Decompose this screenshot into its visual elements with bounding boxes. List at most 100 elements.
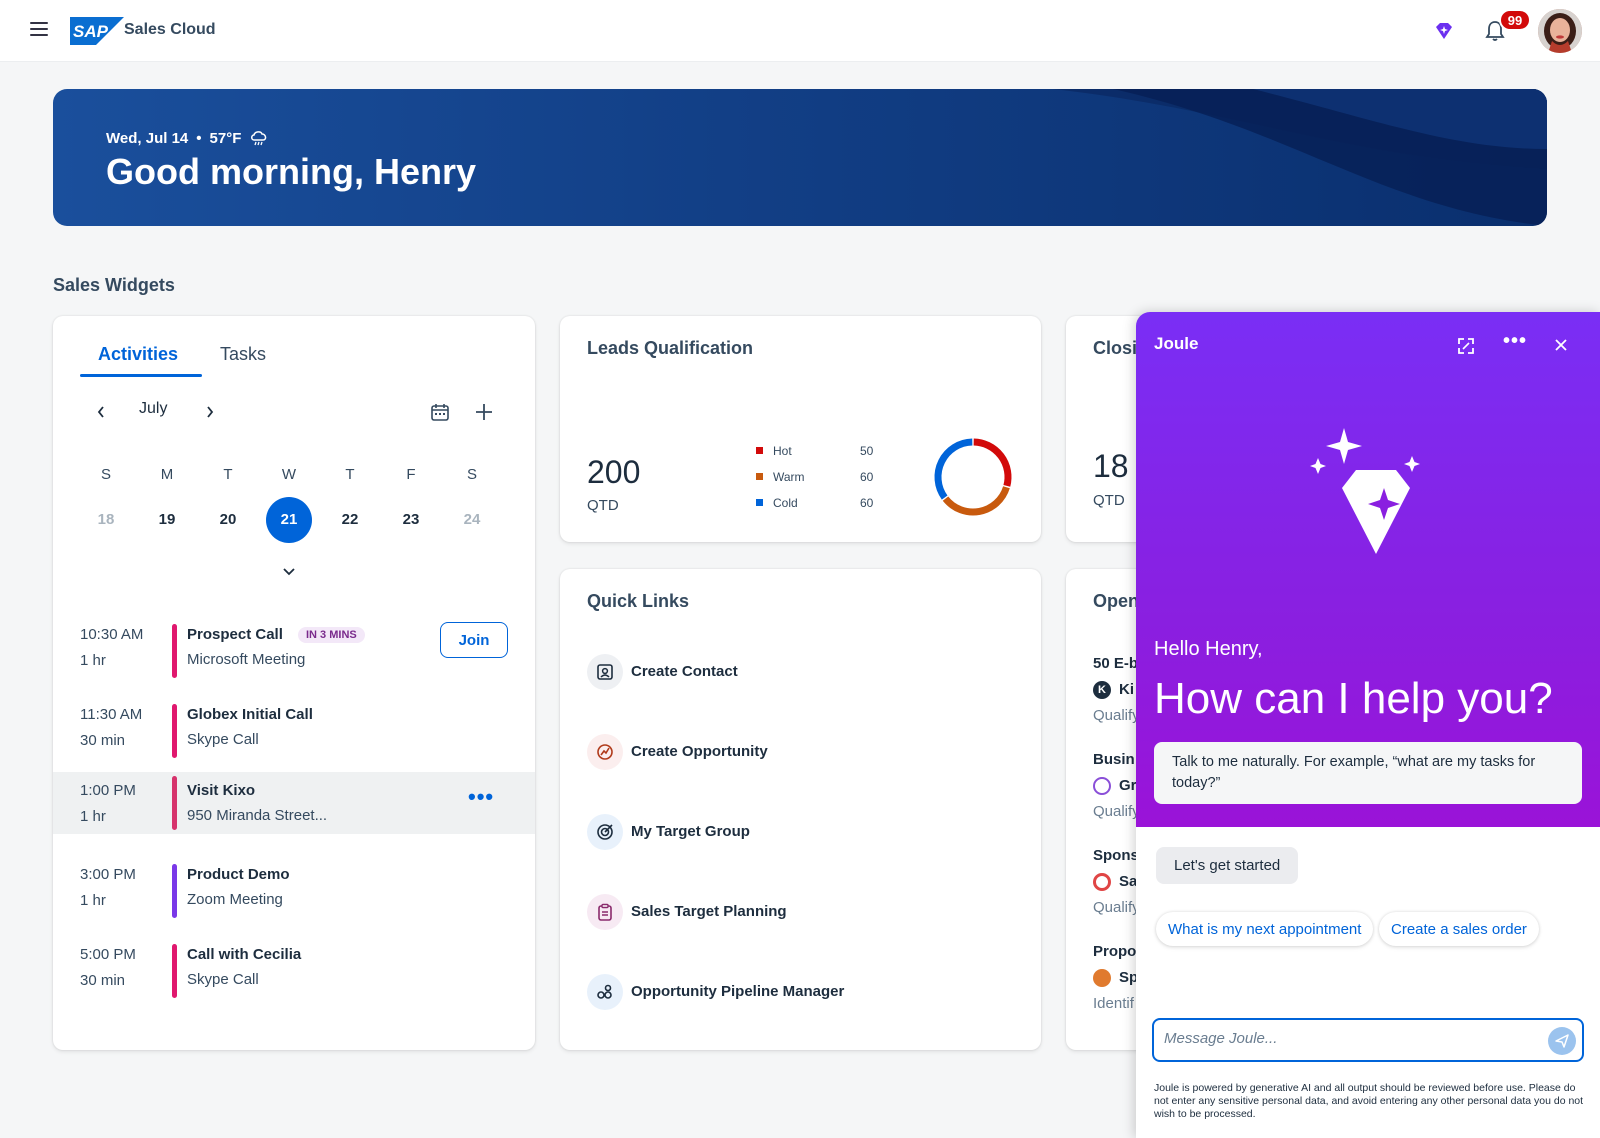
banner-waves-decoration [1053,89,1547,226]
month-label: July [139,400,168,417]
activity-title: Prospect Call [187,626,283,643]
account-name: Sp [1119,969,1139,986]
activity-time: 1:00 PM [80,782,136,799]
quick-link-sales-target-planning[interactable]: Sales Target Planning [587,894,1007,930]
tab-tasks[interactable]: Tasks [220,344,267,364]
legend-swatch [756,473,763,480]
menu-icon[interactable] [30,22,48,38]
activity-subtitle: Microsoft Meeting [187,651,306,668]
opportunity-status: Identif [1093,995,1134,1012]
opportunity-title[interactable]: Propo [1093,943,1137,960]
quick-link-opportunity-pipeline-manager[interactable]: Opportunity Pipeline Manager [587,974,1007,1010]
activity-duration: 30 min [80,732,126,749]
activity-item[interactable]: 11:30 AM 30 min Globex Initial Call Skyp… [53,692,535,770]
card-title: Closi [1093,338,1138,358]
chevron-down-icon[interactable] [282,567,296,577]
activity-time: 5:00 PM [80,946,136,963]
joule-headline: How can I help you? [1154,674,1553,723]
weekday-label: T [223,466,233,483]
joule-hint: Talk to me naturally. For example, “what… [1154,742,1582,804]
opportunity-status: Qualify [1093,707,1140,724]
legend-label: Cold [773,496,798,510]
separator-dot: • [196,129,202,147]
message-box [1152,1018,1584,1062]
pipeline-icon [587,974,623,1010]
account-name: Ki [1119,681,1134,698]
activity-item[interactable]: 3:00 PM 1 hr Product Demo Zoom Meeting [53,852,535,930]
avatar[interactable] [1538,9,1582,53]
card-title: Quick Links [587,591,690,611]
opportunity-icon [587,734,623,770]
activity-subtitle: 950 Miranda Street... [187,807,328,824]
suggestion-chip-next-appointment[interactable]: What is my next appointment [1156,912,1374,946]
activity-item[interactable]: 1:00 PM 1 hr Visit Kixo 950 Miranda Stre… [53,772,535,834]
quick-link-label: My Target Group [631,823,750,840]
calendar-day[interactable]: 24 [463,511,481,528]
chevron-left-icon[interactable] [96,405,106,419]
activity-time: 3:00 PM [80,866,136,883]
account-logo-icon [1093,969,1111,987]
tab-activities[interactable]: Activities [98,344,179,364]
activity-duration: 1 hr [80,892,106,909]
chevron-right-icon[interactable] [205,405,215,419]
activities-card: Activities Tasks July S M T W T F S 18 1… [53,316,535,1050]
joule-sparkle-diamond-icon [1310,428,1420,554]
bell-icon[interactable] [1484,20,1506,42]
send-button[interactable] [1548,1027,1576,1055]
calendar-day[interactable]: 18 [97,511,115,528]
activity-item[interactable]: 10:30 AM 1 hr Prospect Call IN 3 MINS Mi… [53,612,535,690]
calendar-day[interactable]: 20 [219,511,237,528]
donut-chart [934,438,1012,516]
legend-value: 60 [860,496,874,510]
joule-header: Joule ••• Hello Henry, How can I help yo… [1136,312,1600,827]
legend-value: 50 [860,444,874,458]
target-icon [587,814,623,850]
more-options-icon[interactable]: ••• [468,784,495,809]
leads-card[interactable]: Leads Qualification 200 QTD Hot 50 Warm … [560,316,1041,542]
sap-logo[interactable]: SAP [70,17,124,45]
activity-subtitle: Skype Call [187,971,259,988]
close-icon[interactable] [1553,337,1569,353]
join-button[interactable]: Join [440,622,508,658]
expand-icon[interactable] [1456,336,1476,356]
account-logo-icon [1093,777,1111,795]
joule-diamond-icon[interactable] [1433,20,1455,42]
top-bar: SAP Sales Cloud 99 [0,0,1600,62]
greeting-title: Good morning, Henry [106,151,477,192]
welcome-banner: Wed, Jul 14 • 57°F Good morning, Henry [53,89,1547,226]
quick-link-label: Sales Target Planning [631,903,787,920]
card-title: Open [1093,591,1140,611]
donut-segment-warm [942,486,1010,516]
more-options-icon[interactable]: ••• [1503,330,1528,352]
calendar-day[interactable]: 19 [158,511,176,528]
clipboard-icon [587,894,623,930]
quick-link-create-opportunity[interactable]: Create Opportunity [587,734,1007,770]
opportunity-title[interactable]: 50 E-b [1093,655,1139,672]
notification-badge: 99 [1499,9,1531,31]
quick-link-create-contact[interactable]: Create Contact [587,654,1007,690]
message-input[interactable] [1164,1030,1524,1047]
ai-disclaimer: Joule is powered by generative AI and al… [1154,1082,1584,1120]
opportunity-title[interactable]: Busin [1093,751,1135,768]
svg-text:SAP: SAP [73,22,109,41]
calendar-icon[interactable] [430,402,450,422]
calendar-day[interactable]: 23 [402,511,420,528]
quick-link-my-target-group[interactable]: My Target Group [587,814,1007,850]
activity-duration: 1 hr [80,652,106,669]
account-logo-icon: K [1093,681,1111,699]
weekday-label: T [345,466,355,483]
activity-color-bar [172,624,177,678]
weekday-label: M [160,466,174,483]
calendar-day[interactable]: 22 [341,511,359,528]
legend-label: Warm [773,470,805,484]
date-text: Wed, Jul 14 [106,129,189,147]
opportunity-status: Qualify [1093,803,1140,820]
send-icon [1555,1034,1569,1048]
add-icon[interactable] [474,402,494,422]
activity-title: Product Demo [187,866,290,883]
calendar-day-selected[interactable]: 21 [266,497,312,543]
suggestion-chip-create-sales-order[interactable]: Create a sales order [1379,912,1539,946]
activity-item[interactable]: 5:00 PM 30 min Call with Cecilia Skype C… [53,932,535,1010]
opportunity-title[interactable]: Spons [1093,847,1139,864]
tab-underline [80,374,202,377]
